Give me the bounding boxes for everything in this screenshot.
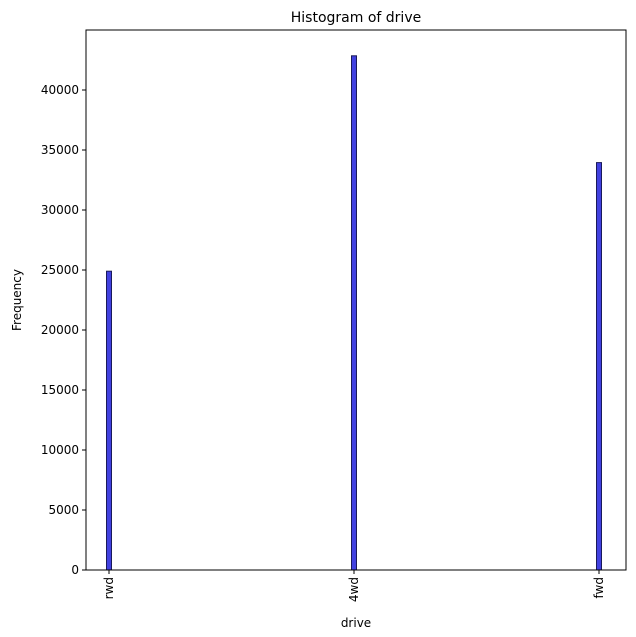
- y-tick-label: 0: [71, 563, 79, 577]
- chart-title: Histogram of drive: [291, 10, 421, 26]
- x-tick-label-rwd: rwd: [102, 577, 116, 599]
- plot-frame: [85, 29, 627, 571]
- y-axis-label: Frequency: [10, 269, 24, 331]
- x-tick-label-4wd: 4wd: [347, 577, 361, 602]
- y-tick-label: 20000: [41, 323, 79, 337]
- y-tick-label: 5000: [48, 503, 79, 517]
- y-tick-label: 40000: [41, 83, 79, 97]
- y-tick-label: 15000: [41, 383, 79, 397]
- bars: [106, 55, 602, 571]
- bar-rwd: [106, 270, 112, 571]
- x-axis-label: drive: [341, 616, 371, 630]
- y-tick-label: 10000: [41, 443, 79, 457]
- x-tick-label-fwd: fwd: [592, 577, 606, 598]
- y-axis: 0 5000 10000 15000 20000 25000 30000 35000 40000: [41, 83, 86, 577]
- y-tick-label: 25000: [41, 263, 79, 277]
- y-tick-label: 35000: [41, 143, 79, 157]
- bar-4wd: [351, 55, 357, 571]
- x-axis: rwd 4wd fwd: [102, 570, 606, 602]
- y-tick-label: 30000: [41, 203, 79, 217]
- bar-fwd: [596, 162, 602, 571]
